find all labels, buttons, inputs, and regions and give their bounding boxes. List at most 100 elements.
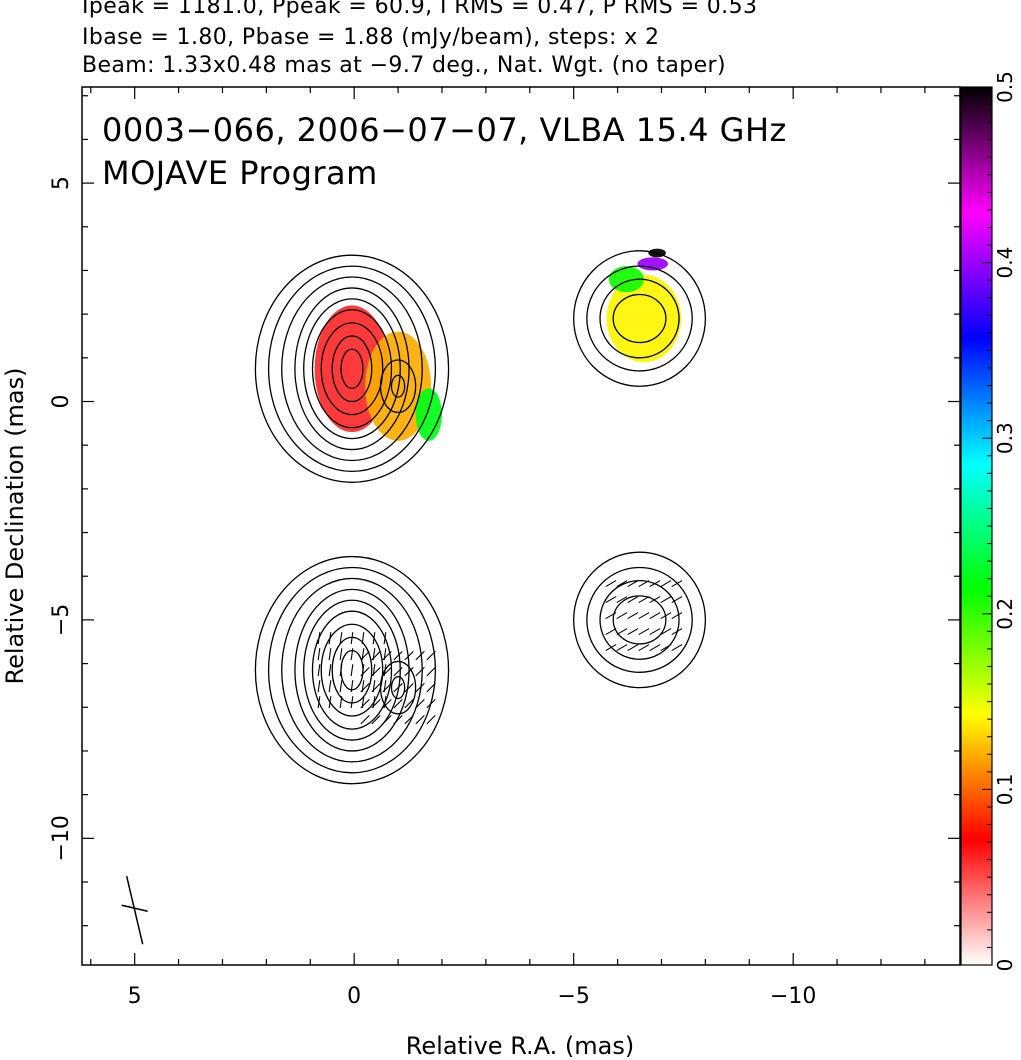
x-tick-label: 0 — [347, 984, 361, 1009]
colorbar-tick-label: 0 — [993, 959, 1017, 972]
y-tick-label: −10 — [49, 815, 74, 861]
evpa-vectors — [317, 580, 683, 725]
colorbar-tick-label: 0.4 — [993, 247, 1017, 279]
evpa-vector — [638, 628, 650, 636]
evpa-vector — [605, 612, 617, 620]
intensity-contour — [586, 566, 693, 673]
evpa-vector — [350, 696, 354, 709]
evpa-vector — [660, 644, 672, 652]
evpa-vector — [371, 666, 381, 677]
x-tick-label: −5 — [557, 984, 589, 1009]
evpa-vector — [660, 628, 672, 636]
x-tick-label: −10 — [770, 984, 816, 1009]
evpa-vector — [627, 580, 639, 588]
evpa-vector — [649, 580, 661, 588]
intensity-contour — [573, 551, 707, 689]
intensity-contour — [267, 566, 437, 774]
y-tick-label: 0 — [49, 395, 74, 409]
evpa-vector — [638, 580, 650, 588]
evpa-vector — [339, 632, 343, 645]
evpa-vector — [317, 696, 321, 709]
evpa-vector — [627, 596, 639, 604]
intensity-contour — [379, 660, 417, 715]
x-tick-label: 5 — [128, 984, 142, 1009]
evpa-vector — [350, 664, 354, 677]
x-axis-label: Relative R.A. (mas) — [406, 1032, 634, 1060]
evpa-vector — [649, 644, 661, 652]
evpa-vector — [371, 714, 381, 725]
intensity-contour — [311, 610, 393, 730]
evpa-vector — [339, 648, 343, 661]
intensity-contour — [311, 309, 393, 429]
chart-subtitle: MOJAVE Program — [102, 154, 378, 192]
intensity-contour — [254, 254, 450, 483]
evpa-vector — [605, 644, 617, 652]
intensity-contour — [599, 579, 680, 660]
beam-marker — [121, 876, 148, 945]
evpa-vector — [382, 650, 392, 661]
colorbar-tick-label: 0.5 — [993, 71, 1017, 103]
evpa-vector — [328, 680, 332, 693]
evpa-vector — [638, 644, 650, 652]
evpa-vector — [660, 612, 672, 620]
evpa-vector — [317, 648, 321, 661]
header-line-1: Ipeak = 1181.0, Ppeak = 60.9, I RMS = 0.… — [82, 0, 758, 19]
evpa-vector — [649, 612, 661, 620]
evpa-vector — [627, 628, 639, 636]
evpa-vector — [382, 682, 392, 693]
evpa-vector — [393, 714, 403, 725]
evpa-vector — [328, 696, 332, 709]
evpa-vector — [415, 698, 425, 709]
evpa-vector — [605, 596, 617, 604]
colorbar-gradient — [960, 86, 993, 966]
colorbar-tick-label: 0.3 — [993, 422, 1017, 454]
evpa-vector — [328, 664, 332, 677]
evpa-vector — [371, 698, 381, 709]
evpa-vector — [638, 612, 650, 620]
evpa-vector — [605, 580, 617, 588]
intensity-contour — [573, 250, 707, 387]
evpa-vector — [671, 596, 683, 604]
chart-title: 0003−066, 2006−07−07, VLBA 15.4 GHz — [102, 111, 787, 149]
evpa-vector — [660, 580, 672, 588]
y-tick-label: 5 — [49, 176, 74, 190]
evpa-vector — [616, 612, 628, 620]
evpa-vector — [415, 682, 425, 693]
evpa-vector — [404, 666, 414, 677]
header-line-3: Beam: 1.33x0.48 mas at −9.7 deg., Nat. W… — [82, 53, 726, 78]
evpa-vector — [404, 682, 414, 693]
evpa-vector — [616, 644, 628, 652]
evpa-vector — [328, 648, 332, 661]
intensity-contour — [320, 322, 384, 416]
intensity-contour — [612, 293, 667, 344]
plot-frame — [81, 86, 961, 966]
intensity-contour — [320, 623, 384, 717]
evpa-vector — [426, 650, 436, 661]
evpa-vector — [616, 596, 628, 604]
evpa-vector — [627, 644, 639, 652]
intensity-contour — [612, 595, 667, 645]
evpa-vector — [350, 680, 354, 693]
evpa-vector — [360, 698, 370, 709]
intensity-contour — [294, 287, 410, 451]
evpa-vector — [339, 696, 343, 709]
evpa-vector — [339, 664, 343, 677]
evpa-vector — [371, 650, 381, 661]
evpa-vector — [671, 644, 683, 652]
evpa-vector — [360, 682, 370, 693]
evpa-vector — [404, 650, 414, 661]
beam-minor-axis — [121, 904, 148, 912]
evpa-vector — [383, 632, 387, 645]
plot-border — [81, 86, 961, 966]
evpa-vector — [415, 650, 425, 661]
evpa-vector — [360, 650, 370, 661]
evpa-vector — [360, 666, 370, 677]
evpa-vector — [426, 682, 436, 693]
evpa-vector — [649, 596, 661, 604]
evpa-vector — [627, 612, 639, 620]
evpa-vector — [616, 628, 628, 636]
evpa-vector — [360, 714, 370, 725]
evpa-vector — [382, 714, 392, 725]
evpa-vector — [350, 632, 354, 645]
beam-major-axis — [125, 876, 144, 945]
